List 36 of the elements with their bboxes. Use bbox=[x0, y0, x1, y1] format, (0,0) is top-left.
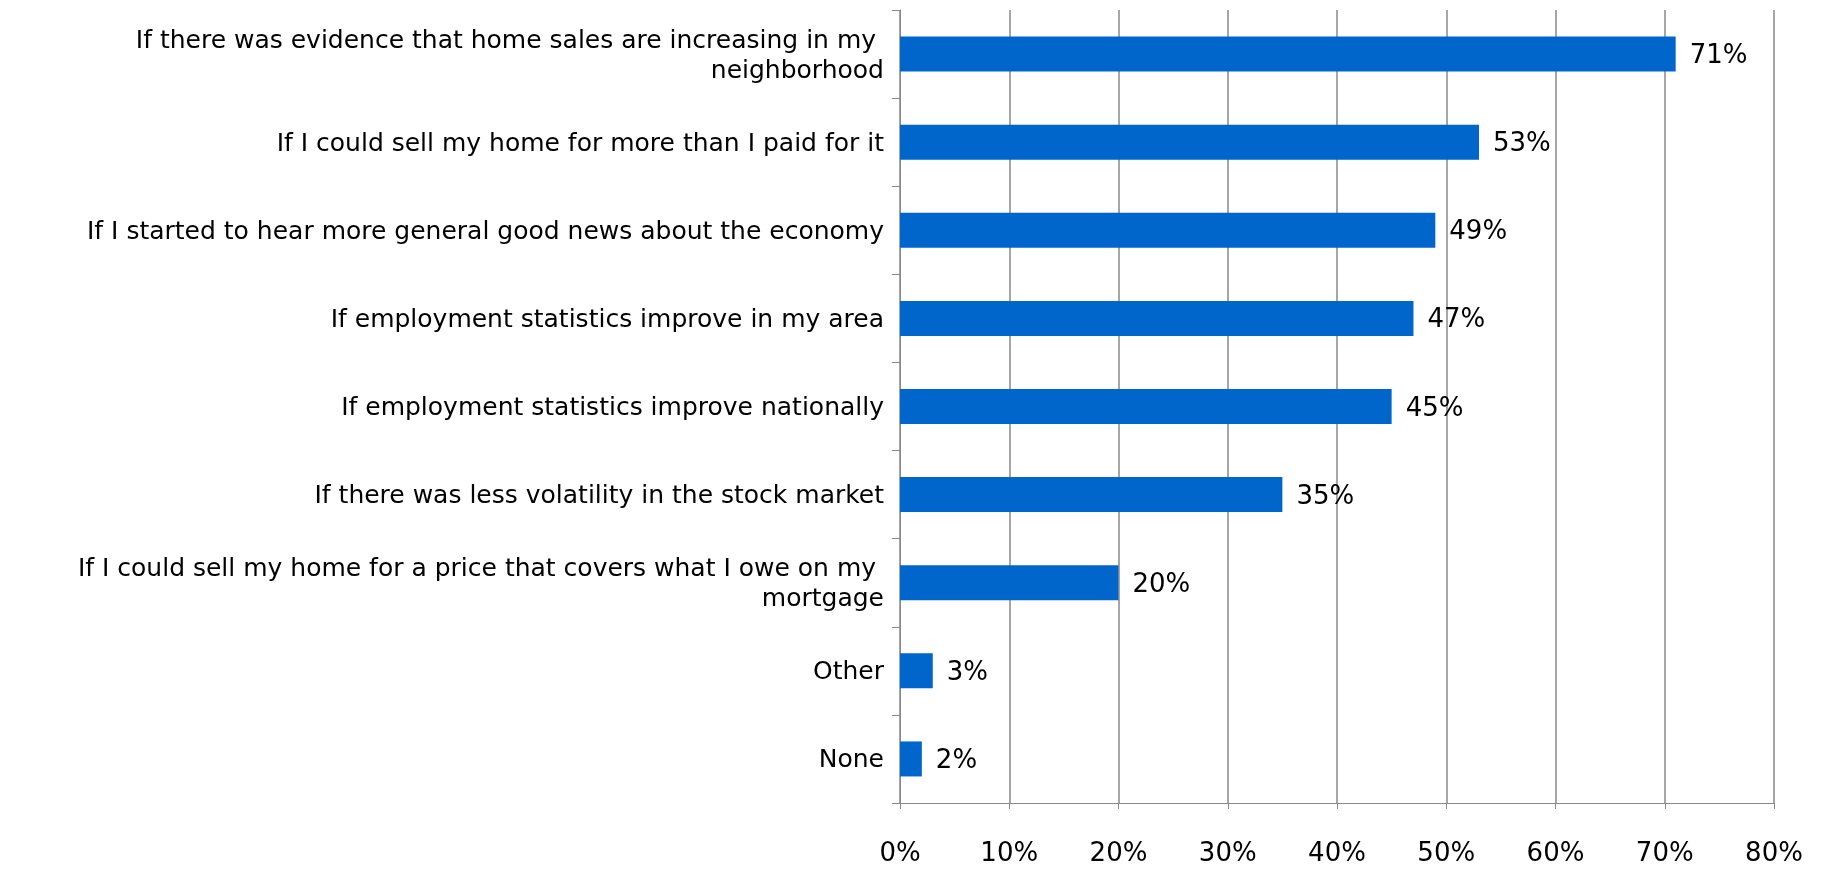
bar bbox=[900, 565, 1119, 601]
y-tick-label: If employment statistics improve nationally bbox=[341, 392, 885, 421]
bar bbox=[900, 477, 1283, 513]
data-label: 49% bbox=[1449, 215, 1508, 246]
x-tick-label: 0% bbox=[879, 837, 921, 867]
bar bbox=[900, 36, 1676, 72]
bar bbox=[900, 124, 1480, 160]
bar bbox=[900, 741, 922, 777]
bar bbox=[900, 653, 933, 689]
data-label: 35% bbox=[1296, 479, 1355, 510]
data-label: 45% bbox=[1405, 391, 1464, 422]
data-label: 2% bbox=[935, 743, 978, 774]
y-tick-label: If employment statistics improve in my area bbox=[330, 303, 884, 333]
x-tick-label: 20% bbox=[1089, 837, 1148, 867]
bar bbox=[900, 212, 1436, 248]
y-tick-label: If there was less volatility in the stock market bbox=[314, 480, 885, 510]
y-tick-label: None bbox=[818, 744, 884, 774]
y-tick-label: If there was evidence that home sales are increasing in my neighborhood bbox=[135, 24, 884, 84]
x-tick-label: 60% bbox=[1526, 837, 1585, 867]
data-label: 3% bbox=[946, 655, 989, 686]
data-label: 53% bbox=[1493, 127, 1551, 158]
x-tick-label: 30% bbox=[1198, 837, 1257, 867]
bar bbox=[900, 389, 1392, 424]
x-tick-label: 40% bbox=[1308, 837, 1366, 867]
x-tick-label: 70% bbox=[1635, 837, 1694, 867]
y-tick-label: If I could sell my home for more than I paid for it bbox=[276, 127, 885, 157]
y-tick-label: If I started to hear more general good news about the economy bbox=[86, 215, 885, 245]
x-tick-label: 10% bbox=[980, 837, 1039, 867]
data-label: 71% bbox=[1689, 39, 1748, 70]
data-label: 47% bbox=[1427, 303, 1486, 334]
x-tick-label: 80% bbox=[1745, 837, 1803, 867]
data-label: 20% bbox=[1132, 567, 1191, 598]
y-tick-label: Other bbox=[813, 656, 885, 686]
x-tick-label: 50% bbox=[1417, 837, 1476, 867]
y-tick-label: If I could sell my home for a price that covers what I owe on my mortgage bbox=[77, 553, 884, 613]
bar bbox=[900, 300, 1414, 336]
